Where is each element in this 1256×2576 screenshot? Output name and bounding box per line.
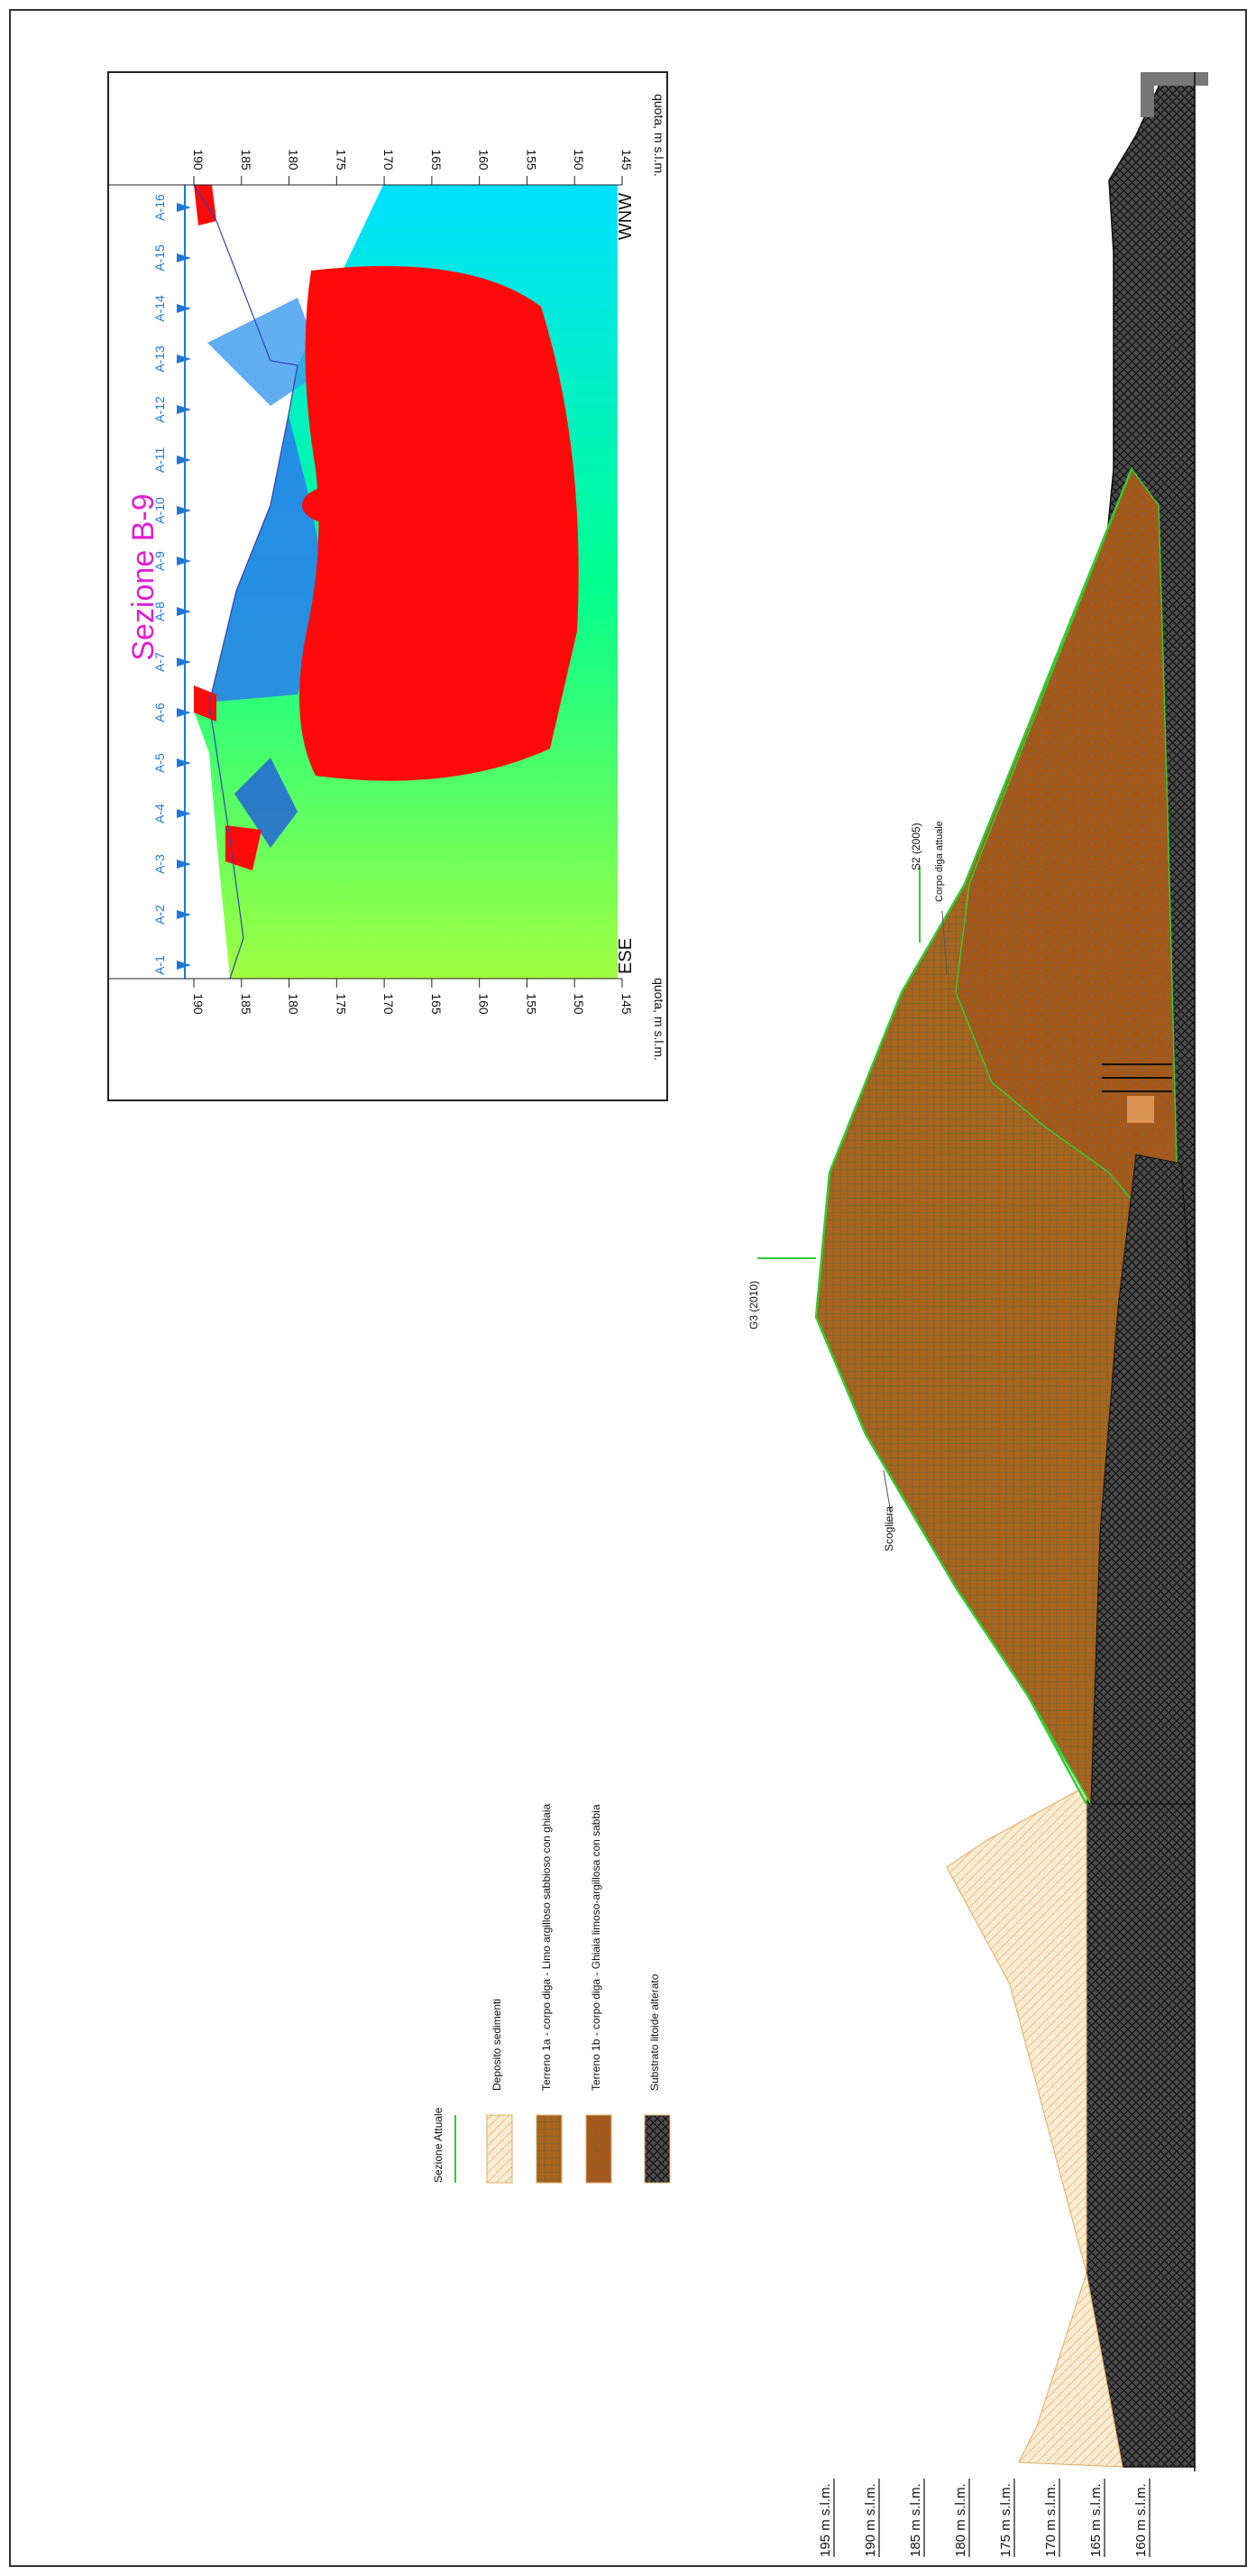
elevation-label: 160 m s.l.m. bbox=[1133, 2483, 1149, 2557]
label-g3: G3 (2010) bbox=[747, 1281, 760, 1329]
inset-wnw-label: WNW bbox=[616, 193, 636, 240]
station-marker bbox=[177, 203, 191, 212]
label-scogliera: Scogliera bbox=[883, 1506, 895, 1551]
drawing-frame bbox=[9, 9, 1247, 2567]
tick-label: 180 bbox=[287, 993, 301, 1015]
elevation-label: 165 m s.l.m. bbox=[1088, 2483, 1104, 2557]
station-marker bbox=[177, 759, 191, 768]
abutment bbox=[1141, 72, 1208, 117]
tick-label: 185 bbox=[239, 149, 253, 170]
tick-label: 145 bbox=[619, 149, 634, 170]
legend-text-terreno1a: Terreno 1a - corpo diga - Limo argilloso… bbox=[540, 1803, 553, 2091]
tick-label: 155 bbox=[524, 149, 538, 170]
elevation-scale: 195 m s.l.m. 190 m s.l.m. 185 m s.l.m. 180 … bbox=[818, 2479, 1151, 2557]
tick-label: 150 bbox=[572, 993, 586, 1015]
inset-red-body bbox=[299, 266, 579, 781]
station-marker bbox=[177, 860, 191, 869]
station-label: A-3 bbox=[152, 854, 167, 874]
station-label: A-2 bbox=[152, 905, 167, 925]
tick-label: 165 bbox=[429, 993, 444, 1015]
station-marker bbox=[177, 304, 191, 313]
station-marker bbox=[177, 455, 191, 465]
station-marker bbox=[177, 910, 191, 919]
station-marker bbox=[177, 506, 191, 515]
tick-label: 150 bbox=[572, 149, 586, 170]
tick-label: 190 bbox=[191, 993, 206, 1015]
tick-label: 175 bbox=[334, 149, 348, 170]
elevation-label: 185 m s.l.m. bbox=[908, 2483, 923, 2557]
label-s2: S2 (2005) bbox=[910, 823, 922, 870]
station-label: A-6 bbox=[152, 703, 167, 722]
inset-stations: A-1 A-2 A-3 A-4 A-5 A-6 A-7 A-8 A-9 A-10 A-11 A-12 A… bbox=[152, 194, 191, 975]
inset-scale-ese: 190 185 180 175 170 165 160 155 150 145 bbox=[191, 979, 634, 1015]
station-marker bbox=[177, 557, 191, 566]
inset-axis-title-bottom: quota, m s.l.m. bbox=[652, 978, 666, 1061]
station-label: A-15 bbox=[152, 244, 167, 271]
label-corpo-diga: Corpo diga attuale bbox=[934, 821, 945, 902]
legend-text-deposito: Deposito sedimenti bbox=[490, 1999, 503, 2091]
sezione-attuale-line bbox=[814, 468, 1133, 1805]
station-label: A-12 bbox=[152, 396, 167, 423]
station-marker bbox=[177, 708, 191, 717]
tick-label: 175 bbox=[334, 993, 348, 1015]
station-marker bbox=[177, 658, 191, 667]
legend-swatch-substrato bbox=[644, 2114, 671, 2184]
tick-label: 160 bbox=[477, 993, 491, 1015]
station-marker bbox=[177, 607, 191, 616]
elevation-label: 180 m s.l.m. bbox=[953, 2483, 968, 2557]
station-label: A-1 bbox=[152, 955, 167, 975]
inset-title: Sezione B-9 bbox=[126, 493, 160, 660]
inset-scale-wnw: 190 185 180 175 170 165 160 155 150 145 bbox=[191, 149, 634, 185]
main-section: G3 (2010) S2 (2005) Corpo diga attuale S… bbox=[747, 72, 1208, 2471]
tick-label: 165 bbox=[429, 149, 444, 170]
legend-swatch-deposito bbox=[486, 2114, 513, 2184]
station-marker bbox=[177, 354, 191, 363]
elevation-label: 175 m s.l.m. bbox=[998, 2483, 1013, 2557]
inset-axis-title-top: quota, m s.l.m. bbox=[652, 94, 666, 177]
elevation-label: 170 m s.l.m. bbox=[1043, 2483, 1059, 2557]
station-label: A-10 bbox=[152, 497, 167, 524]
inset-sky bbox=[191, 185, 230, 979]
station-label: A-8 bbox=[152, 602, 167, 621]
station-label: A-5 bbox=[152, 753, 167, 773]
station-label: A-7 bbox=[152, 652, 167, 672]
legend-swatch-terreno1b bbox=[585, 2114, 612, 2184]
elevation-label: 195 m s.l.m. bbox=[818, 2483, 833, 2557]
tick-label: 180 bbox=[287, 149, 301, 170]
tick-label: 185 bbox=[239, 993, 253, 1015]
tick-label: 160 bbox=[477, 149, 491, 170]
station-label: A-16 bbox=[152, 194, 167, 221]
legend-text-terreno1b: Terreno 1b - corpo diga - Ghiaia limoso-… bbox=[590, 1804, 602, 2091]
inset-ese-label: ESE bbox=[616, 938, 636, 974]
legend-swatch-terreno1a bbox=[536, 2114, 563, 2184]
tick-label: 145 bbox=[619, 993, 634, 1015]
station-marker bbox=[177, 405, 191, 414]
tick-label: 170 bbox=[381, 149, 396, 170]
station-marker bbox=[177, 809, 191, 818]
legend: Sezione Attuale Deposito sedimenti Terre… bbox=[432, 1803, 671, 2184]
tick-label: 155 bbox=[524, 993, 538, 1015]
elevation-label: 190 m s.l.m. bbox=[863, 2483, 878, 2557]
tick-label: 170 bbox=[381, 993, 396, 1015]
station-label: A-11 bbox=[152, 447, 167, 474]
station-marker bbox=[177, 253, 191, 262]
station-marker bbox=[177, 961, 191, 970]
inset-panel: A-1 A-2 A-3 A-4 A-5 A-6 A-7 A-8 A-9 A-10 A-11 A-12 A… bbox=[107, 71, 668, 1101]
station-label: A-4 bbox=[152, 804, 167, 823]
station-label: A-9 bbox=[152, 551, 167, 571]
station-label: A-14 bbox=[152, 295, 167, 322]
tick-label: 190 bbox=[191, 149, 206, 170]
deposito-layer bbox=[1018, 2272, 1123, 2468]
legend-text-substrato: Substrato litoide alterato bbox=[648, 1973, 661, 2091]
station-label: A-13 bbox=[152, 345, 167, 373]
legend-text-sezione: Sezione Attuale bbox=[432, 2107, 445, 2183]
